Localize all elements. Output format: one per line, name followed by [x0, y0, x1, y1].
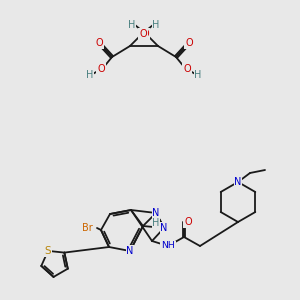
Text: N: N — [234, 177, 242, 187]
Text: O: O — [183, 64, 191, 74]
Text: NH: NH — [161, 242, 175, 250]
Text: O: O — [139, 29, 147, 39]
Text: N: N — [160, 223, 168, 233]
Text: H: H — [152, 218, 160, 228]
Text: O: O — [97, 64, 105, 74]
Text: H: H — [86, 70, 94, 80]
Text: N: N — [152, 208, 160, 218]
Text: H: H — [128, 20, 136, 30]
Text: O: O — [141, 29, 149, 39]
Text: S: S — [45, 246, 51, 256]
Text: H: H — [152, 20, 160, 30]
Text: O: O — [185, 38, 193, 48]
Text: Br: Br — [82, 223, 92, 233]
Text: N: N — [126, 246, 134, 256]
Text: O: O — [95, 38, 103, 48]
Text: O: O — [184, 217, 192, 227]
Text: H: H — [194, 70, 202, 80]
